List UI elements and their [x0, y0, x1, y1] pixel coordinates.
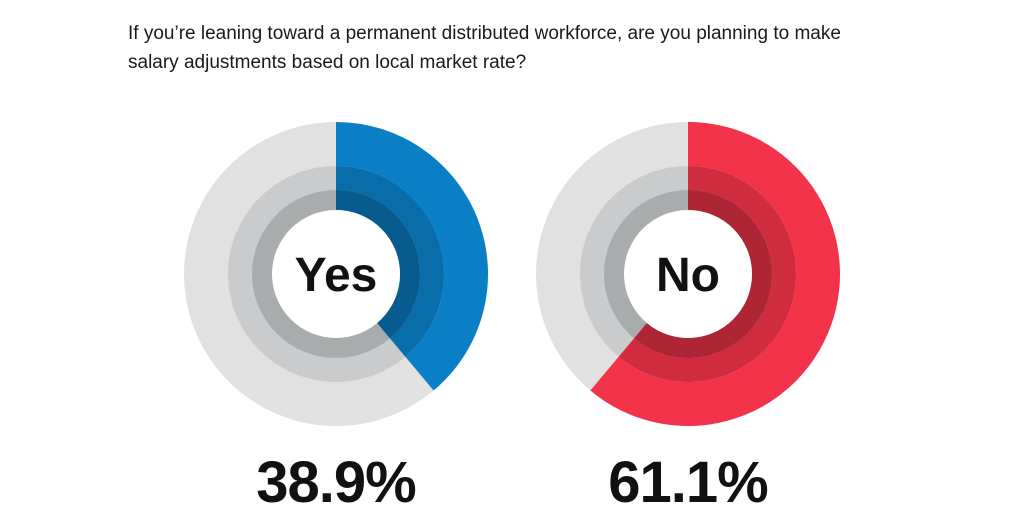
value-arc-inner: [634, 190, 773, 358]
value-arc-inner: [336, 190, 420, 339]
center-label-no: No: [656, 249, 720, 302]
value-arc-middle: [618, 166, 796, 382]
donut-hole: [272, 210, 400, 338]
center-label-yes: Yes: [295, 249, 378, 302]
donut-chart-no: No: [532, 118, 844, 430]
donut-hole: [624, 210, 752, 338]
question-text: If you’re leaning toward a permanent dis…: [128, 23, 841, 73]
value-arc-middle: [336, 166, 444, 357]
donut-chart-yes: Yes: [180, 118, 492, 430]
value-arc-outer: [590, 122, 840, 426]
percentage-no: 61.1%: [608, 450, 768, 515]
donut-no-svg: No: [536, 122, 840, 426]
donut-yes-svg: Yes: [184, 122, 488, 426]
percentage-yes: 38.9%: [256, 450, 416, 515]
value-arc-outer: [336, 122, 488, 391]
